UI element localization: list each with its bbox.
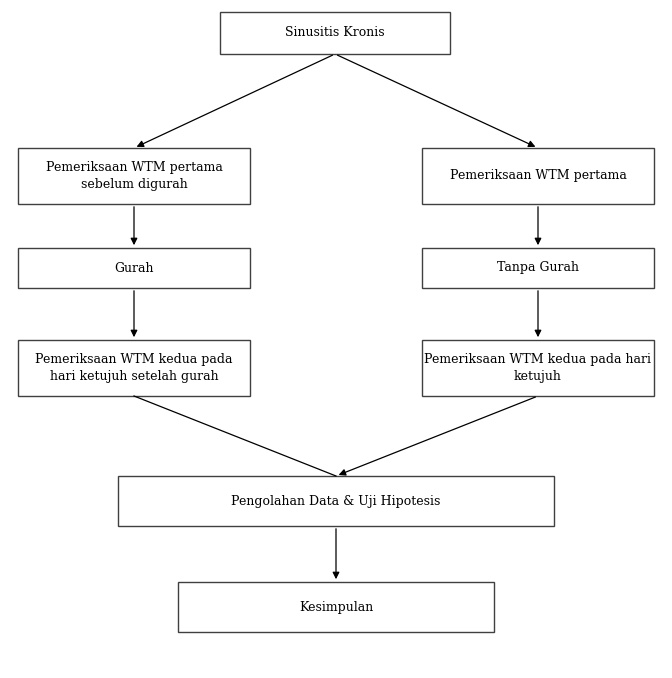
Bar bbox=[422, 148, 654, 204]
Bar bbox=[18, 248, 250, 288]
Text: Sinusitis Kronis: Sinusitis Kronis bbox=[285, 26, 385, 39]
Bar bbox=[178, 582, 494, 632]
Text: Tanpa Gurah: Tanpa Gurah bbox=[497, 262, 579, 275]
Text: Pemeriksaan WTM kedua pada
hari ketujuh setelah gurah: Pemeriksaan WTM kedua pada hari ketujuh … bbox=[35, 353, 233, 383]
Bar bbox=[422, 340, 654, 396]
Bar bbox=[18, 148, 250, 204]
Bar bbox=[422, 248, 654, 288]
Bar bbox=[220, 12, 450, 54]
Text: Gurah: Gurah bbox=[114, 262, 154, 275]
Text: Pemeriksaan WTM pertama: Pemeriksaan WTM pertama bbox=[450, 170, 626, 182]
Text: Pengolahan Data & Uji Hipotesis: Pengolahan Data & Uji Hipotesis bbox=[231, 494, 441, 508]
Bar bbox=[118, 476, 554, 526]
Bar bbox=[18, 340, 250, 396]
Text: Pemeriksaan WTM kedua pada hari
ketujuh: Pemeriksaan WTM kedua pada hari ketujuh bbox=[425, 353, 651, 383]
Text: Kesimpulan: Kesimpulan bbox=[299, 601, 373, 614]
Text: Pemeriksaan WTM pertama
sebelum digurah: Pemeriksaan WTM pertama sebelum digurah bbox=[46, 161, 222, 191]
